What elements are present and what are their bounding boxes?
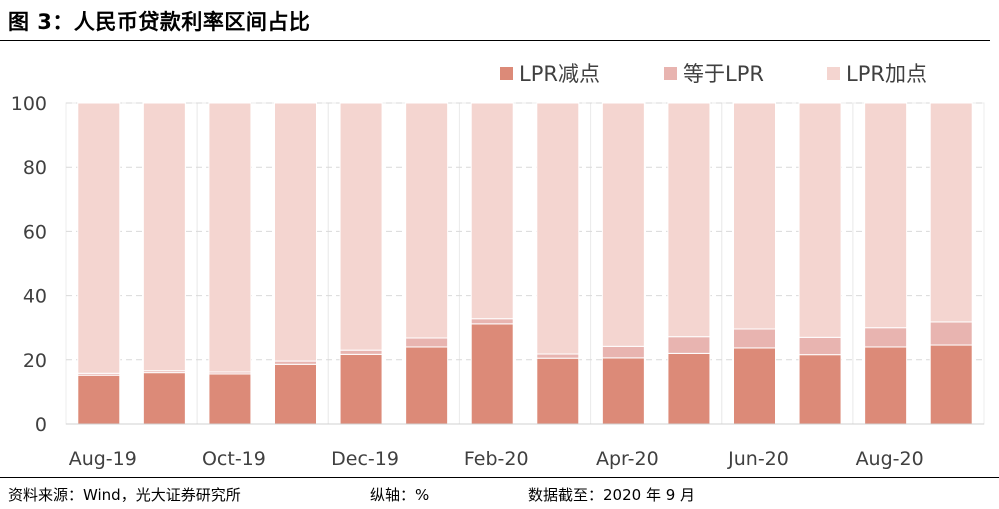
legend-swatch: [500, 67, 513, 80]
x-axis: Aug-19 Oct-19 Dec-19 Feb-20 Apr-20 Jun-20 Aug-…: [66, 423, 984, 470]
bar-segment: [798, 336, 842, 356]
bar-segment: [864, 102, 908, 329]
y-tick-label: 60: [23, 221, 47, 243]
x-tick-label: Aug-20: [856, 448, 924, 470]
bar-segment: [77, 102, 121, 374]
y-tick-label: 20: [23, 350, 47, 372]
bar-segment: [798, 102, 842, 338]
x-tick-label: Aug-19: [69, 448, 137, 470]
data-cutoff-note: 数据截至：2020 年 9 月: [528, 486, 696, 504]
stacked-bar-chart: 0 20 40 60 80 100 Aug-19 Oct-19 Dec-19 Feb-20 Apr…: [11, 62, 985, 470]
bar-segment: [470, 323, 514, 425]
bar-segment: [864, 346, 908, 425]
bar-segment: [339, 349, 383, 355]
bar-segment: [405, 346, 449, 425]
y-tick-label: 40: [23, 286, 47, 308]
bar-segment: [929, 321, 973, 346]
bar-segment: [536, 353, 580, 359]
bar-segment: [929, 344, 973, 425]
legend-label: LPR加点: [846, 62, 927, 86]
y-tick-label: 80: [23, 157, 47, 179]
figure-title: 图 3：人民币贷款利率区间占比: [8, 10, 311, 34]
bar-segment: [142, 372, 186, 425]
bar-segment: [864, 327, 908, 348]
legend-swatch: [664, 67, 677, 80]
bar-segment: [470, 102, 514, 320]
legend: LPR减点 等于LPR LPR加点: [500, 62, 927, 86]
bar-series: [77, 102, 973, 425]
title-divider: [0, 40, 990, 41]
bar-segment: [601, 102, 645, 347]
legend-swatch: [827, 67, 840, 80]
bar-segment: [208, 373, 252, 425]
x-tick-label: Dec-19: [331, 448, 399, 470]
axis-unit-note: 纵轴：%: [370, 486, 430, 504]
bar-segment: [536, 102, 580, 355]
bar-segment: [601, 345, 645, 359]
y-tick-label: 0: [35, 414, 47, 436]
y-tick-label: 100: [11, 93, 47, 115]
bar-segment: [77, 374, 121, 425]
legend-label: LPR减点: [519, 62, 600, 86]
bar-segment: [667, 102, 711, 338]
bar-segment: [470, 318, 514, 325]
bar-segment: [405, 337, 449, 348]
bar-segment: [667, 352, 711, 425]
bar-segment: [733, 347, 776, 425]
bar-segment: [798, 354, 842, 425]
source-note: 资料来源：Wind，光大证券研究所: [8, 486, 241, 504]
bar-segment: [733, 102, 776, 330]
x-tick-label: Jun-20: [727, 448, 789, 470]
bar-segment: [274, 102, 317, 362]
x-tick-label: Oct-19: [202, 448, 266, 470]
plot-background: [65, 102, 985, 425]
bar-segment: [274, 363, 317, 425]
grid-lines: [66, 102, 984, 361]
bar-segment: [405, 102, 449, 339]
bar-segment: [733, 328, 776, 349]
bar-segment: [339, 353, 383, 425]
bar-segment: [142, 102, 186, 372]
x-tick-label: Feb-20: [464, 448, 529, 470]
x-tick-label: Apr-20: [596, 448, 659, 470]
y-axis: 0 20 40 60 80 100: [11, 93, 47, 436]
legend-label: 等于LPR: [683, 62, 764, 86]
bar-segment: [929, 102, 973, 323]
bar-segment: [536, 357, 580, 425]
bar-segment: [339, 102, 383, 351]
bar-segment: [601, 357, 645, 425]
bar-segment: [667, 336, 711, 354]
bar-segment: [208, 102, 252, 373]
figure-footer: 资料来源：Wind，光大证券研究所 纵轴：% 数据截至：2020 年 9 月: [0, 477, 999, 509]
